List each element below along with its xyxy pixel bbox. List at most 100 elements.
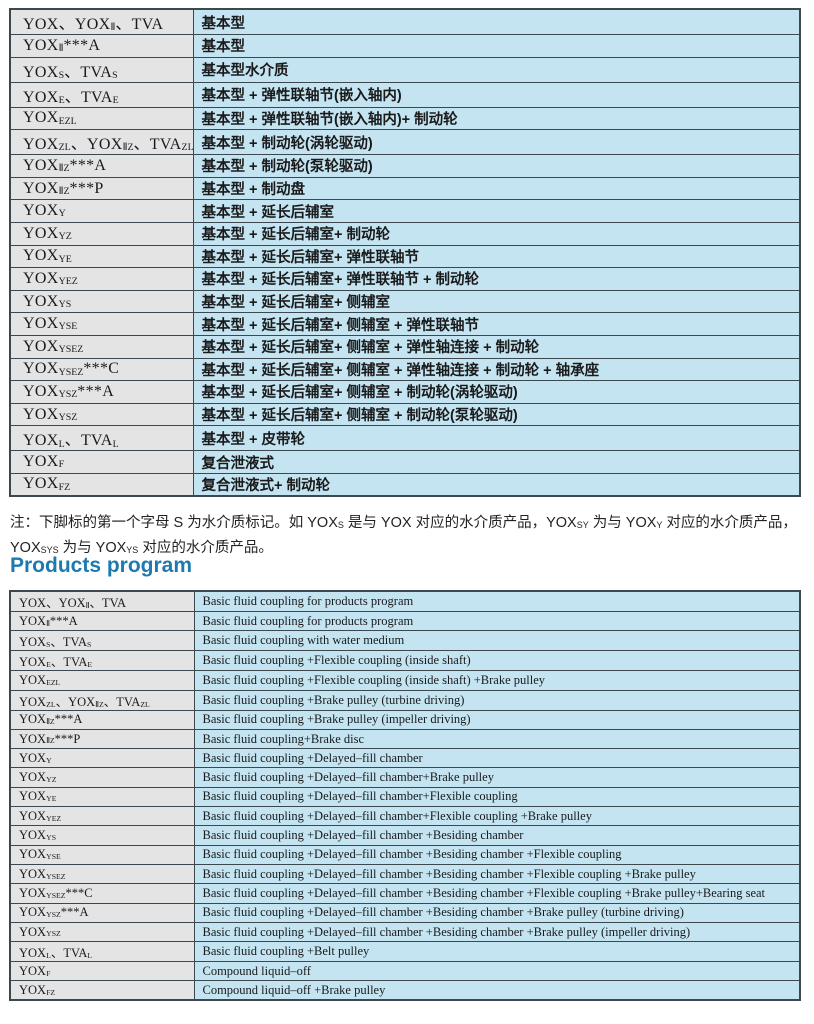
table-row: YOXYSE 基本型 + 延长后辅室+ 侧辅室 + 弹性联轴节: [9, 312, 801, 336]
model-cell: YOXYS: [9, 825, 195, 846]
model-cell: YOXYSEZ: [9, 334, 194, 359]
table-row: YOXEZL 基本型 + 弹性联轴节(嵌入轴内)+ 制动轮: [9, 106, 801, 131]
table-row: YOXYEZ 基本型 + 延长后辅室+ 弹性联轴节 + 制动轮: [9, 267, 801, 291]
table-row: YOXYZ Basic fluid coupling +Delayed–fill …: [9, 767, 801, 788]
table-row: YOXZL、YOXⅡZ、TVAZL 基本型 + 制动轮(涡轮驱动): [9, 129, 801, 156]
table-row: YOXS、TVAS 基本型水介质: [9, 56, 801, 83]
model-cell: YOXYSE: [9, 844, 195, 865]
model-cell: YOXS、TVAS: [9, 630, 195, 652]
description-cell: Compound liquid–off: [193, 961, 801, 982]
subscript-text: ⅡZ: [58, 185, 70, 197]
table-row: YOXYSEZ 基本型 + 延长后辅室+ 侧辅室 + 弹性轴连接 + 制动轮: [9, 334, 801, 359]
subscript-text: F: [46, 968, 51, 978]
subscript-text: S: [46, 640, 51, 650]
subscript-text: YSZ: [46, 929, 61, 939]
table-row: YOXYSE Basic fluid coupling +Delayed–fill…: [9, 844, 801, 865]
subscript-text: YSZ: [58, 389, 78, 401]
model-cell: YOXⅡ***A: [9, 34, 194, 58]
subscript-text: E: [58, 94, 65, 106]
subscript-text: Y: [46, 755, 52, 765]
subscript-text: Ⅱ: [46, 618, 50, 628]
subscript-text: YSE: [46, 852, 61, 862]
table-row: YOXL、TVAL 基本型 + 皮带轮: [9, 425, 801, 452]
description-cell: 基本型: [192, 34, 801, 58]
model-cell: YOXE、TVAE: [9, 81, 194, 108]
description-cell: 基本型 + 弹性联轴节(嵌入轴内)+ 制动轮: [192, 106, 801, 131]
table-row: YOXE、TVAE Basic fluid coupling +Flexible …: [9, 650, 801, 672]
table-row: YOXYS Basic fluid coupling +Delayed–fill …: [9, 825, 801, 846]
table-row: YOX、YOXⅡ、TVA 基本型: [9, 8, 801, 35]
description-cell: Basic fluid coupling +Delayed–fill chamb…: [193, 902, 801, 923]
subscript-text: Ⅱ: [85, 600, 90, 610]
model-cell: YOXYSEZ: [9, 863, 195, 885]
description-cell: Basic fluid coupling for products progra…: [193, 590, 801, 612]
subscript-text: YSZ: [58, 411, 78, 423]
model-cell: YOXYS: [9, 289, 194, 314]
table-row: YOXFZ Compound liquid–off +Brake pulley: [9, 980, 801, 1001]
subscript-text: L: [46, 951, 51, 961]
table-row: YOXYSEZ***C 基本型 + 延长后辅室+ 侧辅室 + 弹性轴连接 + 制动…: [9, 357, 801, 382]
subscript-text: YEZ: [46, 813, 62, 823]
subscript-text: S: [87, 640, 92, 650]
subscript-text: Y: [58, 208, 66, 220]
subscript-text: L: [112, 438, 119, 450]
subscript-text: E: [46, 660, 51, 670]
model-cell: YOXFZ: [9, 980, 195, 1001]
table-row: YOXF Compound liquid–off: [9, 961, 801, 982]
model-cell: YOXYEZ: [9, 806, 195, 827]
subscript-text: YEZ: [58, 276, 78, 288]
subscript-text: YZ: [58, 230, 72, 242]
subscript-text: E: [112, 94, 119, 106]
description-cell: 基本型 + 制动盘: [192, 176, 801, 201]
table-row: YOXⅡZ***A 基本型 + 制动轮(泵轮驱动): [9, 154, 801, 178]
subscript-text: Ⅱ: [110, 22, 116, 34]
model-cell: YOX、YOXⅡ、TVA: [9, 8, 194, 35]
model-cell: YOXYSZ: [9, 402, 194, 427]
description-cell: 基本型 + 皮带轮: [192, 425, 801, 452]
table-row: YOX、YOXⅡ、TVA Basic fluid coupling for pro…: [9, 590, 801, 612]
subscript-text: ⅡZ: [46, 736, 55, 746]
model-cell: YOXL、TVAL: [9, 941, 195, 963]
description-cell: Basic fluid coupling +Delayed–fill chamb…: [193, 786, 801, 808]
subscript-text: Ⅱ: [58, 42, 64, 54]
table-row: YOXYSZ***A Basic fluid coupling +Delayed–…: [9, 902, 801, 923]
table-row: YOXⅡZ***P 基本型 + 制动盘: [9, 176, 801, 201]
table-row: YOXZL、YOXⅡZ、TVAZL Basic fluid coupling +B…: [9, 689, 801, 711]
description-cell: Basic fluid coupling with water medium: [193, 630, 801, 652]
table-row: YOXYS 基本型 + 延长后辅室+ 侧辅室: [9, 289, 801, 314]
description-cell: Basic fluid coupling +Delayed–fill chamb…: [193, 883, 801, 904]
model-cell: YOXYSZ***A: [9, 380, 194, 404]
model-cell: YOXYSZ: [9, 921, 195, 943]
model-cell: YOXEZL: [9, 670, 195, 691]
table-row: YOXFZ 复合泄液式+ 制动轮: [9, 472, 801, 497]
subscript-text: YE: [46, 794, 57, 804]
model-cell: YOXYSE: [9, 312, 194, 336]
model-cell: YOXⅡ***A: [9, 610, 195, 632]
model-cell: YOXⅡZ***A: [9, 154, 194, 178]
description-cell: 基本型 + 延长后辅室+ 制动轮: [192, 221, 801, 246]
subscript-text: Y: [656, 520, 663, 531]
table-row: YOXL、TVAL Basic fluid coupling +Belt pull…: [9, 941, 801, 963]
subscript-text: YSEZ: [58, 343, 84, 355]
table-row: YOXYE Basic fluid coupling +Delayed–fill …: [9, 786, 801, 808]
subscript-text: L: [58, 438, 65, 450]
subscript-text: F: [58, 459, 65, 471]
description-cell: Basic fluid coupling for products progra…: [193, 610, 801, 632]
description-cell: 基本型 + 延长后辅室+ 侧辅室 + 弹性联轴节: [192, 312, 801, 336]
cn-products-table: YOX、YOXⅡ、TVA 基本型 YOXⅡ***A 基本型 YOXS、TVAS 基本型水介…: [9, 8, 801, 497]
description-cell: 基本型 + 延长后辅室+ 侧辅室: [192, 289, 801, 314]
model-cell: YOXY: [9, 748, 195, 769]
model-cell: YOXE、TVAE: [9, 650, 195, 672]
subscript-text: E: [87, 660, 93, 670]
model-cell: YOXS、TVAS: [9, 56, 194, 83]
model-cell: YOXⅡZ***P: [9, 728, 195, 750]
model-cell: YOXZL、YOXⅡZ、TVAZL: [9, 689, 195, 711]
description-cell: 基本型 + 延长后辅室+ 侧辅室 + 弹性轴连接 + 制动轮 + 轴承座: [192, 357, 801, 382]
subscript-text: ⅡZ: [58, 163, 70, 175]
subscript-text: FZ: [58, 481, 71, 493]
subscript-text: YSEZ: [58, 366, 84, 378]
model-cell: YOXYSEZ***C: [9, 883, 195, 904]
description-cell: Basic fluid coupling+Brake disc: [193, 728, 801, 750]
subscript-text: YSZ: [46, 910, 61, 920]
subscript-text: ⅡZ: [46, 717, 55, 727]
